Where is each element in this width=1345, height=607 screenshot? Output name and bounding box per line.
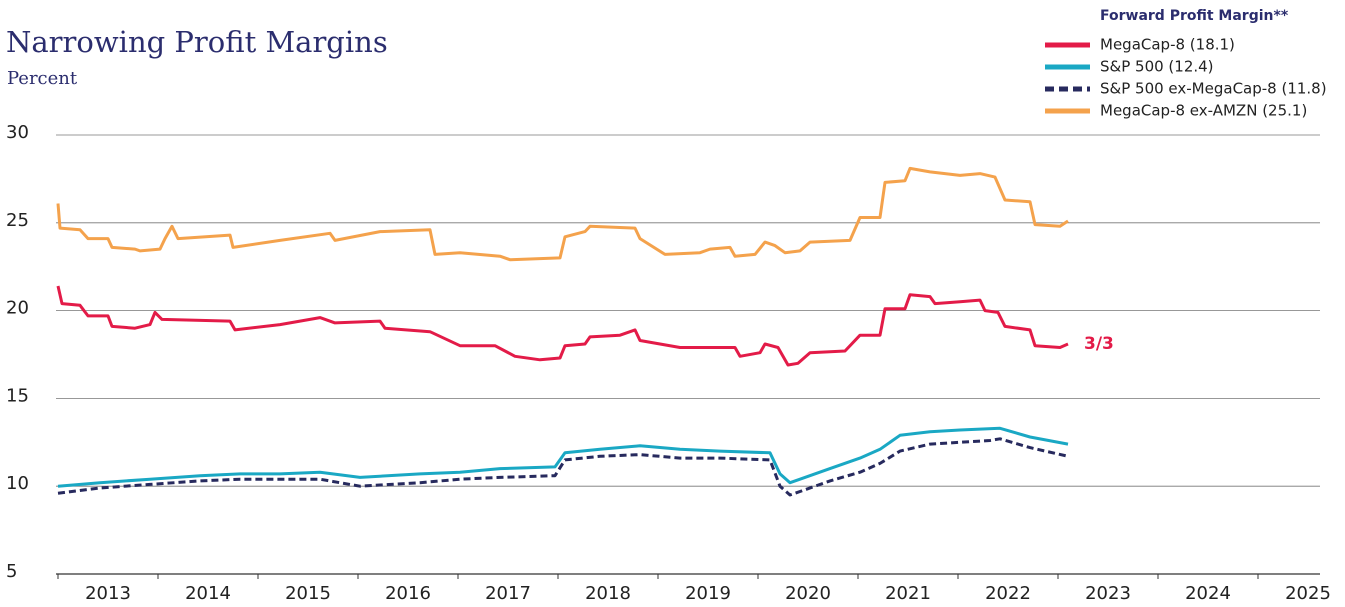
x-tick-label: 2021 <box>885 583 931 604</box>
legend-label: MegaCap-8 ex-AMZN (25.1) <box>1100 102 1307 120</box>
y-tick-label: 30 <box>6 122 29 143</box>
y-tick-label: 20 <box>6 298 29 319</box>
x-tick-label: 2025 <box>1285 583 1331 604</box>
x-tick-label: 2013 <box>85 583 131 604</box>
x-tick-label: 2020 <box>785 583 831 604</box>
legend-title: Forward Profit Margin** <box>1100 8 1289 24</box>
legend-label: S&P 500 ex-MegaCap-8 (11.8) <box>1100 80 1327 98</box>
series-line <box>56 285 1069 367</box>
series-line <box>57 437 1069 497</box>
x-tick-label: 2016 <box>385 583 431 604</box>
x-tick-label: 2015 <box>285 583 331 604</box>
x-tick-label: 2022 <box>985 583 1031 604</box>
legend-label: S&P 500 (12.4) <box>1100 58 1214 76</box>
x-tick-label: 2017 <box>485 583 531 604</box>
legend-label: MegaCap-8 (18.1) <box>1100 36 1235 54</box>
y-tick-label: 5 <box>6 561 17 582</box>
series-line <box>56 166 1069 262</box>
annotation: 3/3 <box>1084 334 1114 354</box>
x-tick-label: 2018 <box>585 583 631 604</box>
x-tick-label: 2023 <box>1085 583 1131 604</box>
y-tick-label: 10 <box>6 473 29 494</box>
y-tick-label: 15 <box>6 385 29 406</box>
x-tick-label: 2024 <box>1185 583 1231 604</box>
y-tick-label: 25 <box>6 210 29 231</box>
chart-subtitle: Percent <box>7 68 78 89</box>
x-tick-label: 2019 <box>685 583 731 604</box>
chart-title: Narrowing Profit Margins <box>6 25 388 59</box>
x-tick-label: 2014 <box>185 583 231 604</box>
series-line <box>57 426 1069 488</box>
